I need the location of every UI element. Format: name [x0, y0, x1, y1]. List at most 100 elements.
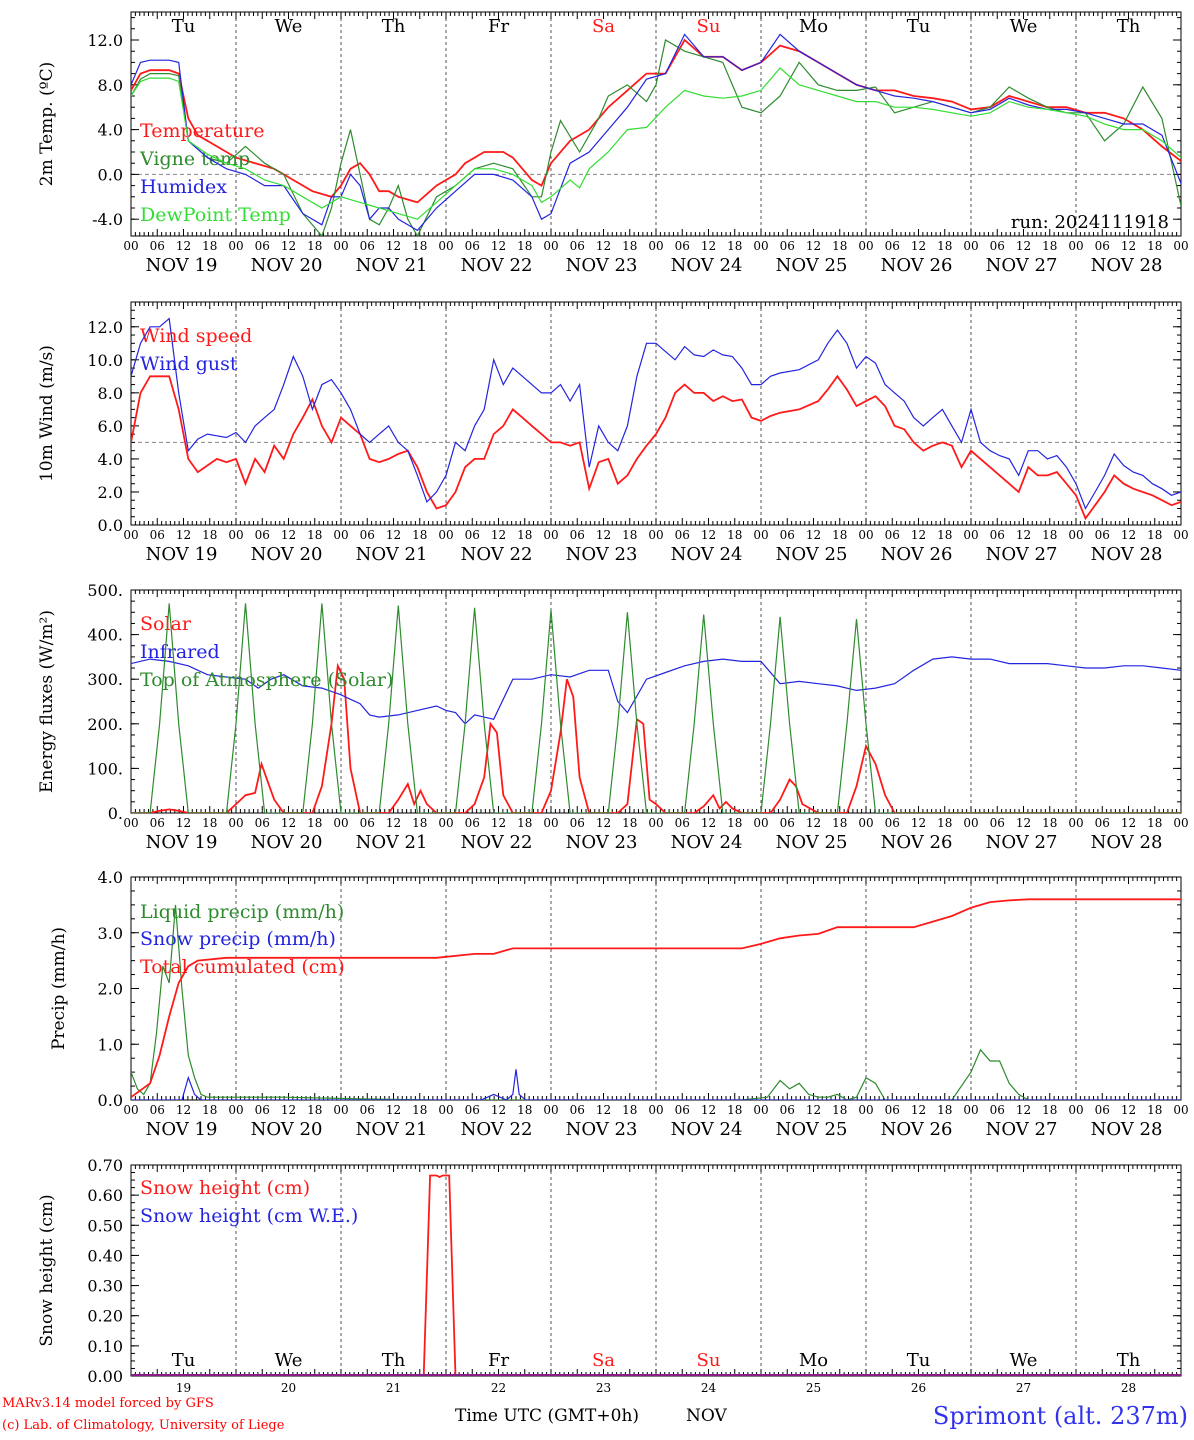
hour-tick-label: 06 [675, 239, 690, 253]
date-label: NOV 20 [251, 1119, 323, 1140]
y-tick-label: 500. [87, 581, 123, 600]
hour-tick-label: 00 [858, 1103, 873, 1117]
y-axis-label: Energy fluxes (W/m²) [37, 610, 57, 793]
series-line-wind-speed [131, 374, 1181, 521]
series-line-dewpoint-temp [131, 67, 1181, 220]
series-line-snow-precip-mm-h- [131, 1069, 1181, 1100]
hour-tick-label: 00 [228, 1103, 243, 1117]
hour-tick-label: 12 [491, 239, 506, 253]
date-label: NOV 22 [461, 255, 533, 276]
hour-tick-label: 00 [333, 239, 348, 253]
day-abbr: Th [1117, 16, 1141, 37]
hour-tick-label: 06 [885, 816, 900, 830]
hour-tick-label: 12 [1016, 239, 1031, 253]
hour-tick-label: 18 [202, 816, 217, 830]
y-tick-label: 100. [87, 759, 123, 778]
y-tick-label: 0. [108, 804, 123, 823]
lab-credit: (c) Lab. of Climatology, University of L… [2, 1418, 285, 1433]
y-tick-label: 6.0 [98, 417, 123, 436]
hour-tick-label: 12 [176, 528, 191, 542]
hour-tick-label: 18 [832, 1103, 847, 1117]
hour-tick-label: 06 [885, 1103, 900, 1117]
hour-tick-label: 00 [438, 528, 453, 542]
hour-tick-label: 12 [1016, 528, 1031, 542]
y-tick-label: 0.10 [87, 1337, 123, 1356]
hour-tick-label: 18 [307, 239, 322, 253]
hour-tick-label: 18 [832, 816, 847, 830]
day-abbr: We [1010, 1350, 1038, 1371]
date-label: NOV 23 [566, 255, 638, 276]
hour-tick-label: 06 [990, 239, 1005, 253]
date-label: NOV 25 [776, 832, 848, 853]
date-label: NOV 27 [986, 1119, 1058, 1140]
hour-tick-label: 00 [1173, 239, 1188, 253]
hour-tick-label: 18 [1147, 1103, 1162, 1117]
day-abbr: Tu [172, 1350, 196, 1371]
date-label: NOV 28 [1091, 255, 1163, 276]
hour-tick-label: 00 [1068, 1103, 1083, 1117]
legend-entry: Wind speed [140, 325, 252, 347]
date-label: NOV 21 [356, 832, 428, 853]
hour-tick-label: 06 [255, 1103, 270, 1117]
day-abbr: Mo [799, 1350, 828, 1371]
hour-tick-label: 06 [150, 239, 165, 253]
hour-tick-label: 00 [648, 1103, 663, 1117]
hour-tick-label: 18 [517, 816, 532, 830]
date-label: NOV 23 [566, 544, 638, 565]
hour-tick-label: 18 [937, 816, 952, 830]
hour-tick-label: 00 [333, 1103, 348, 1117]
hour-tick-label: 06 [255, 528, 270, 542]
hour-tick-label: 12 [701, 528, 716, 542]
hour-tick-label: 06 [885, 528, 900, 542]
date-number-label: 24 [701, 1381, 717, 1395]
hour-tick-label: 00 [1173, 528, 1188, 542]
x-axis-label: Time UTC (GMT+0h) [455, 1406, 640, 1426]
hour-tick-label: 12 [1121, 239, 1136, 253]
hour-tick-label: 18 [412, 239, 427, 253]
hour-tick-label: 00 [963, 239, 978, 253]
hour-tick-label: 00 [753, 528, 768, 542]
date-label: NOV 23 [566, 832, 638, 853]
date-label: NOV 27 [986, 544, 1058, 565]
hour-tick-label: 18 [1147, 239, 1162, 253]
hour-tick-label: 00 [228, 528, 243, 542]
y-tick-label: 4.0 [98, 868, 123, 887]
hour-tick-label: 00 [438, 239, 453, 253]
y-tick-label: 0.50 [87, 1216, 123, 1235]
hour-tick-label: 18 [832, 239, 847, 253]
hour-tick-label: 00 [333, 816, 348, 830]
date-label: NOV 28 [1091, 544, 1163, 565]
y-tick-label: 0.0 [98, 516, 123, 535]
hour-tick-label: 12 [596, 239, 611, 253]
hour-tick-label: 12 [701, 816, 716, 830]
hour-tick-label: 06 [150, 1103, 165, 1117]
hour-tick-label: 12 [281, 239, 296, 253]
hour-tick-label: 18 [307, 528, 322, 542]
panel-4: 0.0 1.0 2.0 3.0 4.0 Precip (mm/h) 00 06 12 18 NOV … [49, 868, 1189, 1140]
hour-tick-label: 12 [911, 1103, 926, 1117]
date-number-label: 27 [1016, 1381, 1031, 1395]
date-label: NOV 26 [881, 255, 953, 276]
hour-tick-label: 06 [255, 816, 270, 830]
hour-tick-label: 06 [465, 528, 480, 542]
hour-tick-label: 18 [727, 816, 742, 830]
y-tick-label: 200. [87, 715, 123, 734]
hour-tick-label: 00 [648, 528, 663, 542]
model-credit: MARv3.14 model forced by GFS [2, 1396, 214, 1411]
series-line-total-cumulated-cm- [131, 898, 1181, 1098]
date-label: NOV 26 [881, 544, 953, 565]
hour-tick-label: 12 [1016, 1103, 1031, 1117]
date-number-label: 25 [806, 1381, 821, 1395]
hour-tick-label: 06 [1095, 1103, 1110, 1117]
hour-tick-label: 00 [438, 816, 453, 830]
hour-tick-label: 12 [806, 528, 821, 542]
hour-tick-label: 06 [1095, 528, 1110, 542]
hour-tick-label: 00 [333, 528, 348, 542]
hour-tick-label: 18 [937, 528, 952, 542]
hour-tick-label: 00 [438, 1103, 453, 1117]
date-label: NOV 25 [776, 544, 848, 565]
date-label: NOV 20 [251, 832, 323, 853]
legend-entry: Temperature [140, 120, 264, 142]
series-line-wind-gust [131, 317, 1181, 510]
hour-tick-label: 00 [648, 816, 663, 830]
